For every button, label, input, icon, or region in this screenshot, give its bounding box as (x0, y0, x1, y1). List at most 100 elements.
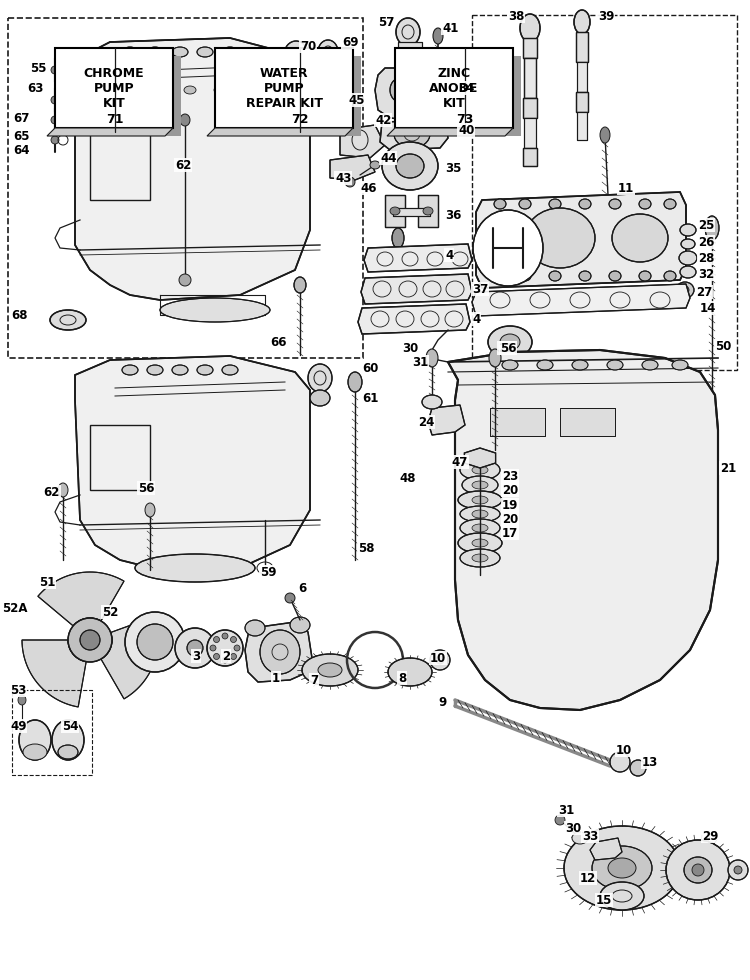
Bar (523, 148, 537, 166)
Ellipse shape (197, 47, 213, 57)
Bar (577, 112, 587, 140)
Text: 52A: 52A (2, 602, 28, 614)
Ellipse shape (51, 116, 59, 124)
Text: 57: 57 (377, 16, 394, 28)
Ellipse shape (472, 466, 488, 474)
Text: 54: 54 (62, 719, 79, 732)
Text: 65: 65 (13, 129, 30, 142)
Ellipse shape (122, 47, 138, 57)
Ellipse shape (23, 744, 47, 760)
Ellipse shape (308, 364, 332, 392)
Text: 22: 22 (498, 341, 514, 355)
Ellipse shape (607, 360, 623, 370)
Text: 64: 64 (13, 143, 30, 157)
Bar (55, 48, 173, 128)
Text: 37: 37 (472, 282, 488, 296)
Polygon shape (387, 128, 513, 136)
Text: 11: 11 (618, 181, 634, 194)
Ellipse shape (52, 720, 84, 760)
Ellipse shape (555, 815, 565, 825)
Polygon shape (207, 128, 353, 136)
Text: 12: 12 (580, 871, 596, 885)
Text: ZINC
ANODE
KIT: ZINC ANODE KIT (429, 67, 478, 110)
Ellipse shape (396, 154, 424, 178)
Ellipse shape (426, 349, 438, 367)
Polygon shape (448, 350, 718, 710)
Bar (393, 208, 430, 216)
Polygon shape (318, 98, 345, 120)
Text: 19: 19 (502, 499, 518, 512)
Ellipse shape (318, 40, 338, 64)
Bar (577, 112, 587, 140)
Ellipse shape (394, 120, 430, 148)
Ellipse shape (214, 86, 226, 94)
Text: 4: 4 (445, 249, 453, 262)
Ellipse shape (388, 658, 432, 686)
Bar (523, 98, 537, 118)
Ellipse shape (436, 656, 444, 664)
Text: 13: 13 (642, 756, 658, 768)
Ellipse shape (502, 360, 518, 370)
Ellipse shape (458, 491, 502, 509)
Ellipse shape (664, 271, 676, 281)
Text: 63: 63 (28, 81, 44, 94)
Ellipse shape (160, 298, 270, 322)
Polygon shape (38, 572, 124, 626)
Text: 69: 69 (342, 35, 358, 48)
Ellipse shape (472, 510, 488, 518)
Ellipse shape (679, 251, 697, 265)
Ellipse shape (462, 476, 498, 494)
Ellipse shape (179, 274, 191, 286)
Bar (385, 195, 405, 227)
Ellipse shape (51, 66, 59, 74)
Text: 49: 49 (10, 719, 26, 732)
Ellipse shape (390, 78, 410, 102)
Text: 41: 41 (442, 22, 458, 34)
Bar (523, 38, 537, 58)
Text: 56: 56 (500, 341, 517, 355)
Ellipse shape (549, 199, 561, 209)
Polygon shape (75, 38, 310, 300)
Ellipse shape (579, 271, 591, 281)
Ellipse shape (390, 207, 400, 215)
Bar (472, 15, 737, 370)
Text: 46: 46 (360, 181, 376, 194)
Ellipse shape (519, 199, 531, 209)
Ellipse shape (294, 277, 306, 293)
Ellipse shape (612, 214, 668, 262)
Ellipse shape (600, 127, 610, 143)
Ellipse shape (537, 360, 553, 370)
Ellipse shape (664, 199, 676, 209)
Polygon shape (428, 405, 465, 435)
Text: 34: 34 (458, 81, 474, 94)
Ellipse shape (608, 858, 636, 878)
Bar (418, 195, 438, 227)
Ellipse shape (348, 372, 362, 392)
Ellipse shape (222, 47, 238, 57)
Ellipse shape (18, 695, 26, 705)
Ellipse shape (681, 239, 695, 249)
Text: 38: 38 (508, 10, 524, 23)
Polygon shape (590, 838, 622, 860)
Bar (560, 408, 615, 436)
Ellipse shape (222, 365, 238, 375)
Ellipse shape (207, 630, 243, 666)
Text: WATER
PUMP
REPAIR KIT: WATER PUMP REPAIR KIT (245, 67, 322, 110)
Ellipse shape (609, 271, 621, 281)
Text: 26: 26 (698, 235, 714, 249)
Ellipse shape (549, 271, 561, 281)
Polygon shape (75, 356, 310, 570)
Text: 24: 24 (418, 416, 434, 428)
Text: 40: 40 (458, 123, 474, 136)
Ellipse shape (489, 349, 501, 367)
Text: 31: 31 (412, 356, 428, 368)
Polygon shape (47, 128, 173, 136)
Text: 32: 32 (698, 268, 714, 280)
Polygon shape (358, 304, 470, 334)
Bar (8, 18, 363, 358)
Text: 8: 8 (398, 671, 406, 684)
Ellipse shape (728, 860, 748, 880)
Ellipse shape (122, 365, 138, 375)
Text: 23: 23 (502, 469, 518, 482)
Bar (490, 408, 545, 436)
